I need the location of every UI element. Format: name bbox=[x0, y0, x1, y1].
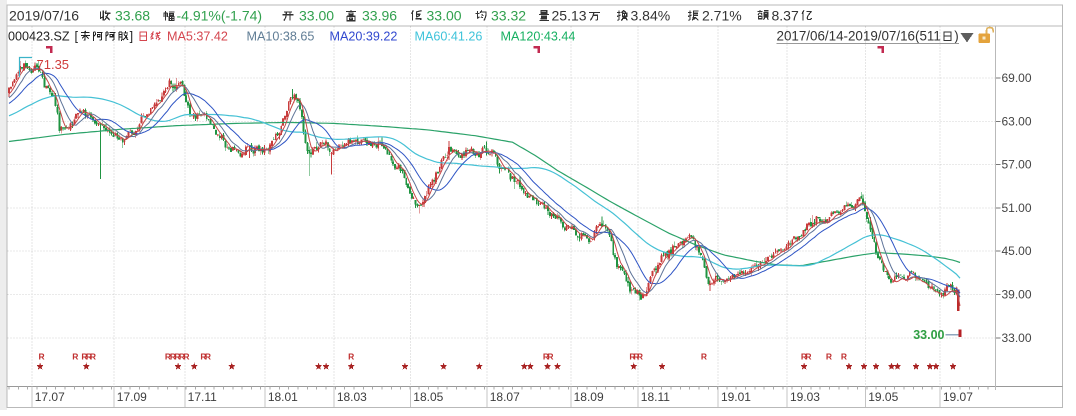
svg-text:[: [ bbox=[75, 30, 79, 44]
svg-text:R: R bbox=[179, 352, 185, 362]
svg-text:R: R bbox=[348, 352, 354, 362]
svg-text:69.00: 69.00 bbox=[1002, 71, 1032, 85]
svg-text:R: R bbox=[629, 352, 635, 362]
svg-text:R: R bbox=[805, 352, 811, 362]
svg-text:R: R bbox=[86, 352, 92, 362]
svg-text:19.01: 19.01 bbox=[721, 390, 751, 404]
svg-text:000423.SZ: 000423.SZ bbox=[8, 30, 70, 44]
svg-text:R: R bbox=[543, 352, 549, 362]
svg-text:19.07: 19.07 bbox=[943, 390, 973, 404]
svg-text:57.00: 57.00 bbox=[1002, 158, 1032, 172]
svg-text:2.71%: 2.71% bbox=[702, 7, 742, 23]
svg-text:33.00: 33.00 bbox=[427, 7, 462, 23]
svg-text:39.00: 39.00 bbox=[1002, 287, 1032, 301]
svg-text:8.37: 8.37 bbox=[772, 7, 799, 23]
svg-text:2019/07/16: 2019/07/16 bbox=[9, 7, 79, 23]
svg-text:17.11: 17.11 bbox=[188, 390, 217, 404]
svg-text:]: ] bbox=[130, 30, 134, 44]
svg-text:MA20:39.22: MA20:39.22 bbox=[330, 30, 398, 44]
svg-text:MA120:43.44: MA120:43.44 bbox=[501, 30, 576, 44]
svg-text:R: R bbox=[174, 352, 180, 362]
svg-text:18.01: 18.01 bbox=[268, 390, 298, 404]
svg-text:18.11: 18.11 bbox=[641, 390, 670, 404]
svg-text:R: R bbox=[81, 352, 87, 362]
svg-text:19.05: 19.05 bbox=[868, 390, 898, 404]
svg-text:R: R bbox=[841, 352, 847, 362]
svg-text:R: R bbox=[170, 352, 176, 362]
svg-text:17.07: 17.07 bbox=[35, 390, 65, 404]
svg-text:18.09: 18.09 bbox=[574, 390, 604, 404]
svg-text:33.68: 33.68 bbox=[115, 7, 150, 23]
svg-text:R: R bbox=[633, 352, 639, 362]
svg-text:MA5:37.42: MA5:37.42 bbox=[167, 30, 228, 44]
svg-text:R: R bbox=[801, 352, 807, 362]
svg-text:MA10:38.65: MA10:38.65 bbox=[247, 30, 315, 44]
svg-text:R: R bbox=[200, 352, 206, 362]
svg-text:R: R bbox=[826, 352, 832, 362]
svg-text:-4.91%(-1.74): -4.91%(-1.74) bbox=[177, 7, 263, 23]
svg-text:33.00: 33.00 bbox=[299, 7, 334, 23]
svg-text:): ) bbox=[954, 29, 958, 44]
svg-text:R: R bbox=[90, 352, 96, 362]
svg-text:17.09: 17.09 bbox=[117, 390, 147, 404]
svg-text:71.35: 71.35 bbox=[37, 57, 70, 72]
svg-text:R: R bbox=[183, 352, 189, 362]
svg-text:63.00: 63.00 bbox=[1002, 114, 1032, 128]
svg-text:R: R bbox=[637, 352, 643, 362]
svg-text:51.00: 51.00 bbox=[1002, 201, 1032, 215]
svg-text:18.03: 18.03 bbox=[337, 390, 367, 404]
svg-text:3.84%: 3.84% bbox=[631, 7, 671, 23]
svg-text:R: R bbox=[547, 352, 553, 362]
svg-text:33.32: 33.32 bbox=[491, 7, 526, 23]
svg-text:R: R bbox=[701, 352, 707, 362]
svg-text:25.13: 25.13 bbox=[552, 7, 587, 23]
svg-text:MA60:41.26: MA60:41.26 bbox=[415, 30, 483, 44]
svg-text:2017/06/14-2019/07/16(511: 2017/06/14-2019/07/16(511 bbox=[777, 29, 941, 44]
svg-text:18.07: 18.07 bbox=[490, 390, 520, 404]
svg-text:R: R bbox=[39, 352, 45, 362]
svg-text:19.03: 19.03 bbox=[790, 390, 820, 404]
svg-text:R: R bbox=[205, 352, 211, 362]
svg-text:R: R bbox=[72, 352, 78, 362]
svg-text:33.96: 33.96 bbox=[362, 7, 397, 23]
svg-text:33.00: 33.00 bbox=[1002, 331, 1032, 345]
svg-text:R: R bbox=[165, 352, 171, 362]
svg-text:45.00: 45.00 bbox=[1002, 244, 1032, 258]
svg-text:18.05: 18.05 bbox=[413, 390, 443, 404]
svg-text:33.00: 33.00 bbox=[913, 328, 944, 342]
